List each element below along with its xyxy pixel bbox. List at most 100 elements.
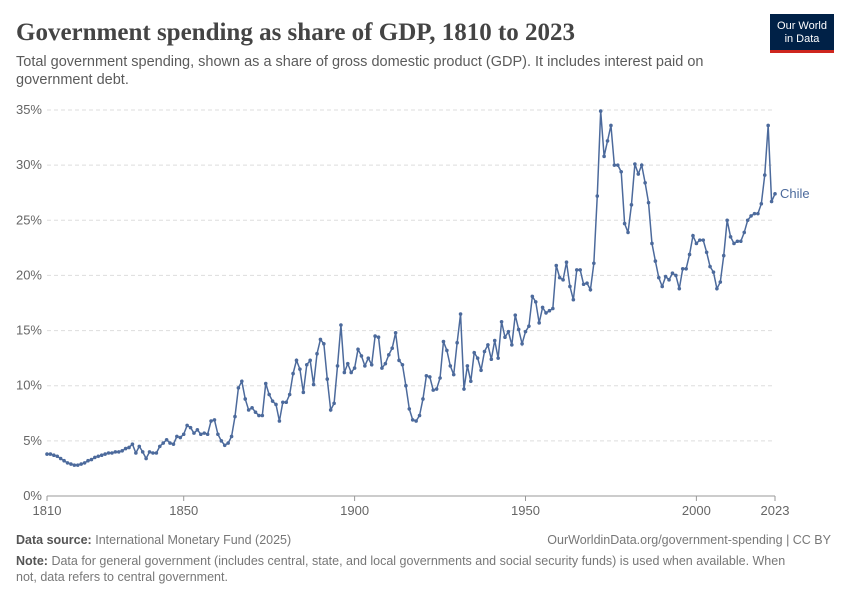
data-point <box>199 432 203 437</box>
data-point <box>417 413 422 418</box>
data-point <box>421 397 425 401</box>
data-point <box>322 342 326 346</box>
data-point <box>253 410 258 414</box>
data-point <box>691 233 695 238</box>
data-point <box>342 370 347 375</box>
y-tick-label: 20% <box>16 267 42 282</box>
data-point <box>479 368 483 373</box>
data-point <box>89 457 94 462</box>
data-point <box>301 390 306 395</box>
data-point <box>749 214 753 218</box>
data-point <box>130 442 135 446</box>
series-label: Chile <box>780 186 810 201</box>
data-point <box>188 425 193 430</box>
data-point <box>677 286 682 291</box>
data-point <box>739 239 743 244</box>
data-point <box>202 431 207 435</box>
data-point <box>195 428 200 432</box>
x-tick-label: 1850 <box>169 503 198 518</box>
data-point <box>619 169 623 174</box>
data-point <box>561 278 565 282</box>
data-point <box>151 451 155 455</box>
data-point <box>287 392 292 397</box>
data-point <box>660 284 665 289</box>
data-point <box>72 463 77 467</box>
data-point <box>243 397 248 401</box>
y-tick-label: 15% <box>16 323 42 338</box>
data-point <box>222 443 227 448</box>
note-label: Note: <box>16 554 48 568</box>
subtitle: Total government spending, shown as a sh… <box>16 54 704 70</box>
data-point <box>298 367 302 371</box>
data-point <box>718 280 723 284</box>
data-point <box>75 463 80 467</box>
data-point <box>407 407 412 411</box>
y-tick-label: 10% <box>16 378 42 393</box>
data-point <box>492 338 497 343</box>
data-point <box>96 454 101 459</box>
data-point <box>622 221 627 226</box>
data-point <box>318 337 323 342</box>
data-point <box>393 330 398 335</box>
data-point <box>448 364 453 368</box>
data-point <box>277 419 282 423</box>
data-point <box>267 392 271 397</box>
data-point <box>506 329 511 334</box>
data-point <box>233 414 237 419</box>
subtitle: government debt. <box>16 72 129 88</box>
data-point <box>69 462 73 466</box>
data-point <box>451 372 456 377</box>
data-point <box>123 446 128 451</box>
data-point <box>383 361 388 366</box>
note: Note: Data for general government (inclu… <box>16 554 785 568</box>
note-text: Data for general government (includes ce… <box>51 554 785 568</box>
data-point <box>564 260 569 264</box>
data-point <box>257 413 261 418</box>
data-point <box>762 173 767 177</box>
data-point <box>113 450 118 454</box>
data-point <box>701 238 706 242</box>
data-point <box>633 162 637 166</box>
data-point <box>650 241 654 246</box>
data-point <box>663 274 668 279</box>
data-point <box>704 250 709 255</box>
data-point <box>52 453 56 457</box>
data-point <box>226 441 230 445</box>
data-point <box>65 461 70 465</box>
data-point <box>339 323 343 327</box>
data-point <box>475 356 480 360</box>
data-point <box>653 259 658 263</box>
data-point <box>93 455 97 460</box>
series-line <box>47 111 776 466</box>
data-point <box>106 451 111 455</box>
data-point <box>598 109 603 113</box>
data-point <box>670 271 675 276</box>
data-point <box>752 211 757 216</box>
data-point <box>171 442 176 446</box>
data-point <box>465 364 470 368</box>
data-point <box>445 348 449 353</box>
data-point <box>45 452 49 456</box>
data-point <box>684 267 688 271</box>
data-point <box>581 282 586 287</box>
note: not, data refers to central government. <box>16 570 228 584</box>
data-point <box>759 201 764 206</box>
data-point <box>646 200 651 205</box>
data-point <box>127 445 131 450</box>
data-point <box>557 275 562 280</box>
data-point <box>462 387 466 391</box>
data-point <box>400 362 405 367</box>
data-point <box>328 408 333 412</box>
x-tick-label: 1950 <box>511 503 540 518</box>
chart-title: Government spending as share of GDP, 181… <box>16 19 575 46</box>
data-point <box>595 194 600 198</box>
data-point <box>510 343 514 347</box>
logo[interactable]: Our World in Data <box>770 14 834 53</box>
data-point <box>455 340 459 345</box>
data-point <box>427 375 432 379</box>
data-point <box>721 253 726 258</box>
data-point <box>366 356 371 360</box>
data-point <box>711 270 716 274</box>
logo-text: in Data <box>785 33 821 45</box>
url[interactable]: OurWorldinData.org/government-spending |… <box>547 533 831 547</box>
